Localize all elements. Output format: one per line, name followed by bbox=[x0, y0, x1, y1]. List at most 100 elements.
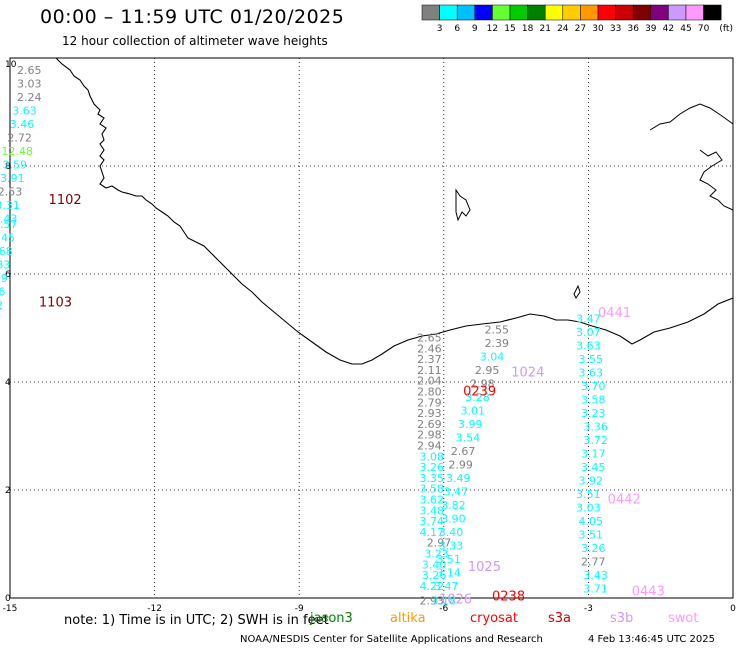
wave-height-value: 2.39 bbox=[485, 337, 510, 350]
y-tick-label: 8 bbox=[5, 162, 11, 172]
wave-height-value: 3.40 bbox=[422, 558, 447, 571]
wave-height-observations: 2.653.032.243.633.462.7212.483.593.912.5… bbox=[0, 64, 608, 607]
wave-height-value: 5.82 bbox=[0, 299, 3, 312]
wave-height-value: 2.24 bbox=[17, 91, 42, 104]
colorbar-unit: (ft) bbox=[719, 24, 733, 34]
wave-height-value: 3.51 bbox=[576, 488, 601, 501]
wave-height-value: 2.46 bbox=[417, 342, 442, 355]
wave-height-value: 3.26 bbox=[420, 461, 445, 474]
wave-height-value: 2.80 bbox=[417, 386, 442, 399]
colorbar-labels: 3 6 9 12 15 18 21 24 27 30 33 36 39 42 45 70 (ft) bbox=[437, 24, 733, 34]
wave-height-value: 3.04 bbox=[480, 350, 505, 363]
wave-height-value: 3.74 bbox=[420, 515, 445, 528]
wave-height-value: 3.63 bbox=[12, 105, 37, 118]
wave-height-value: 2.97 bbox=[427, 537, 452, 550]
wave-height-value: 3.18 bbox=[432, 594, 457, 607]
wave-height-value: 3.03 bbox=[576, 502, 601, 515]
wave-height-value: 3.55 bbox=[579, 353, 604, 366]
colorbar-swatches bbox=[421, 4, 722, 21]
wave-height-value: 3.08 bbox=[420, 450, 445, 463]
wave-height-value: 3.70 bbox=[581, 380, 606, 393]
wave-height-value: 3.40 bbox=[439, 526, 464, 539]
x-tick-label: -3 bbox=[584, 604, 593, 614]
wave-height-value: 4.22 bbox=[420, 580, 445, 593]
pass-time-label: 0441 bbox=[598, 306, 631, 321]
pass-time-label: 0239 bbox=[463, 385, 496, 400]
colorbar-label: 39 bbox=[645, 24, 657, 34]
wave-height-value: 3.45 bbox=[0, 232, 15, 245]
wave-height-value: 2.94 bbox=[417, 440, 442, 453]
wave-height-value: 4.17 bbox=[420, 526, 445, 539]
wave-height-value: 3.68 bbox=[0, 245, 13, 258]
wave-height-value: 3.47 bbox=[576, 313, 601, 326]
mission-swot: swot bbox=[668, 611, 699, 626]
x-tick-label: -15 bbox=[3, 604, 18, 614]
mission-s3b: s3b bbox=[610, 611, 634, 626]
wave-height-value: 2.04 bbox=[417, 375, 442, 388]
pass-time-label: 0238 bbox=[492, 590, 525, 605]
wave-height-value: 2.11 bbox=[417, 364, 442, 377]
pass-time-label: 1102 bbox=[49, 193, 82, 208]
colorbar-label: 15 bbox=[504, 24, 515, 34]
footer-note: note: 1) Time is in UTC; 2) SWH is in fe… bbox=[64, 613, 329, 628]
colorbar-label: 18 bbox=[522, 24, 534, 34]
wave-height-value: 2.77 bbox=[581, 556, 606, 569]
pass-time-label: 0443 bbox=[632, 584, 665, 599]
wave-height-value: 2.69 bbox=[417, 418, 442, 431]
wave-height-value: 3.99 bbox=[458, 418, 483, 431]
wave-height-value: 3.31 bbox=[0, 199, 20, 212]
mission-s3a: s3a bbox=[548, 611, 572, 626]
wave-height-value: 2.98 bbox=[470, 377, 495, 390]
wave-height-value: 3.90 bbox=[441, 512, 466, 525]
colorbar-label: 30 bbox=[592, 24, 604, 34]
wave-height-value: 3.92 bbox=[579, 475, 604, 488]
pass-time-label: 1024 bbox=[511, 366, 544, 381]
wave-height-value: 3.99 bbox=[0, 272, 8, 285]
wave-height-value: 4.05 bbox=[579, 515, 604, 528]
wave-height-value: 2.98 bbox=[417, 429, 442, 442]
wave-height-value: 2.55 bbox=[485, 323, 510, 336]
colorbar-label: 12 bbox=[487, 24, 498, 34]
coastline-africa bbox=[55, 57, 734, 365]
wave-height-value: 2.93 bbox=[420, 594, 445, 607]
wave-height-value: 3.57 bbox=[0, 218, 17, 231]
wave-height-value: 3.48 bbox=[420, 504, 445, 517]
wave-height-value: 3.17 bbox=[581, 448, 606, 461]
colorbar-label: 6 bbox=[454, 24, 460, 34]
colorbar: 3 6 9 12 15 18 21 24 27 30 33 36 39 42 45 70 (ft) bbox=[421, 4, 733, 34]
colorbar-swatch bbox=[703, 4, 722, 21]
wave-height-value: 3.03 bbox=[17, 78, 42, 91]
wave-height-value: 3.23 bbox=[424, 548, 449, 561]
wave-height-value: 3.45 bbox=[581, 461, 606, 474]
wave-height-value: 3.51 bbox=[436, 553, 461, 566]
generated-timestamp: 4 Feb 13:46:45 UTC 2025 bbox=[588, 634, 715, 645]
y-tick-label: 6 bbox=[5, 270, 11, 280]
wave-height-value: 2.93 bbox=[417, 407, 442, 420]
mission-jason3: jason3 bbox=[310, 611, 353, 626]
y-tick-label: 2 bbox=[5, 486, 11, 496]
wave-height-value: 2.37 bbox=[417, 353, 442, 366]
pass-time-label: 1026 bbox=[439, 592, 472, 607]
colorbar-label: 27 bbox=[575, 24, 586, 34]
pass-time-label: 1103 bbox=[39, 295, 72, 310]
wave-height-value: 3.01 bbox=[460, 404, 485, 417]
wave-height-value: 3.62 bbox=[420, 494, 445, 507]
page-subtitle: 12 hour collection of altimeter wave hei… bbox=[62, 34, 328, 48]
wave-height-value: 3.23 bbox=[581, 407, 606, 420]
wave-height-value: 3.07 bbox=[576, 326, 601, 339]
pass-time-labels: 1102 1103 1024 0239 0441 0442 1025 0238 1026 0443 bbox=[39, 193, 665, 608]
wave-height-value: 3.83 bbox=[0, 259, 10, 272]
wave-height-value: 2.67 bbox=[451, 445, 476, 458]
wave-height-value: 3.28 bbox=[465, 391, 490, 404]
wave-height-value: 2.53 bbox=[0, 186, 22, 199]
colorbar-label: 33 bbox=[610, 24, 621, 34]
wave-height-value: 3.82 bbox=[441, 499, 466, 512]
coastline bbox=[55, 57, 734, 365]
wave-height-value: 3.47 bbox=[434, 580, 459, 593]
wave-height-value: 3.91 bbox=[0, 172, 25, 185]
x-tick-label: -6 bbox=[439, 604, 448, 614]
wave-height-value: 3.63 bbox=[579, 367, 604, 380]
wave-height-value: 3.58 bbox=[420, 483, 445, 496]
y-tick-label: 4 bbox=[5, 378, 11, 388]
